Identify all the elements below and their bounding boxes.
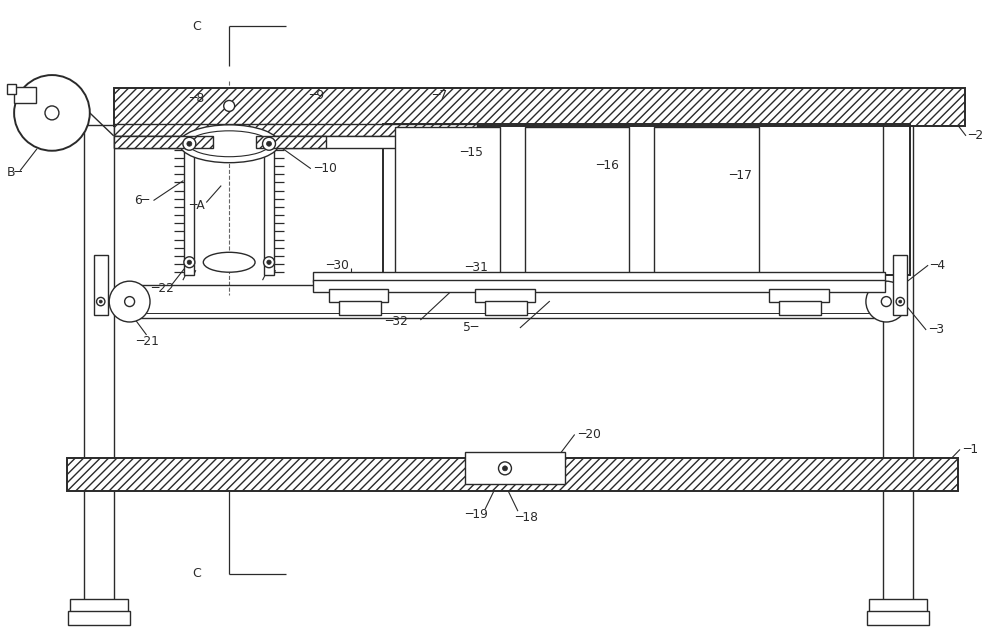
Circle shape bbox=[263, 138, 275, 150]
Circle shape bbox=[14, 75, 90, 151]
Text: ─7: ─7 bbox=[432, 90, 447, 102]
Circle shape bbox=[109, 281, 150, 322]
Bar bbox=[465, 452, 565, 484]
Bar bbox=[114, 124, 477, 136]
Text: C: C bbox=[192, 568, 201, 580]
Bar bbox=[264, 124, 274, 275]
Bar bbox=[67, 458, 958, 492]
Circle shape bbox=[899, 300, 902, 303]
Circle shape bbox=[499, 462, 511, 475]
Text: ─16: ─16 bbox=[597, 159, 619, 172]
Circle shape bbox=[97, 298, 105, 306]
Circle shape bbox=[184, 257, 195, 268]
Bar bbox=[893, 255, 907, 315]
Text: ─2: ─2 bbox=[968, 129, 983, 142]
Text: ─30: ─30 bbox=[326, 259, 349, 272]
Bar bbox=[114, 136, 213, 148]
Text: 6─: 6─ bbox=[134, 194, 150, 207]
Text: ─9: ─9 bbox=[309, 90, 324, 102]
Circle shape bbox=[881, 296, 891, 307]
Bar bbox=[7, 84, 16, 94]
Bar bbox=[883, 489, 913, 601]
Bar bbox=[114, 136, 477, 148]
Circle shape bbox=[125, 296, 135, 307]
Ellipse shape bbox=[179, 125, 279, 163]
Bar bbox=[475, 289, 535, 302]
Text: ─32: ─32 bbox=[385, 316, 408, 328]
Text: ─17: ─17 bbox=[729, 169, 752, 182]
Bar bbox=[68, 611, 130, 625]
Text: 5─: 5─ bbox=[463, 321, 478, 335]
Bar bbox=[383, 124, 910, 275]
Bar bbox=[883, 125, 913, 461]
Bar bbox=[339, 301, 381, 315]
Text: C: C bbox=[192, 20, 201, 33]
Circle shape bbox=[502, 466, 507, 471]
Circle shape bbox=[183, 138, 196, 150]
Circle shape bbox=[267, 141, 271, 147]
Bar bbox=[329, 289, 388, 302]
Bar bbox=[114, 88, 965, 126]
Text: B─: B─ bbox=[7, 166, 23, 179]
Bar bbox=[769, 289, 829, 302]
Bar bbox=[184, 124, 194, 275]
Ellipse shape bbox=[188, 131, 270, 157]
Ellipse shape bbox=[203, 252, 255, 272]
Text: ─10: ─10 bbox=[314, 162, 337, 175]
Circle shape bbox=[866, 281, 907, 322]
Circle shape bbox=[264, 257, 274, 268]
Bar bbox=[313, 280, 885, 292]
Bar bbox=[525, 127, 629, 274]
Bar bbox=[94, 255, 108, 315]
Text: ─20: ─20 bbox=[578, 428, 601, 441]
Text: ─31: ─31 bbox=[465, 260, 488, 274]
Text: ─4: ─4 bbox=[930, 259, 945, 272]
Text: ─8: ─8 bbox=[189, 92, 205, 106]
Text: ─A: ─A bbox=[189, 199, 205, 212]
Bar bbox=[84, 125, 114, 461]
Text: ─1: ─1 bbox=[963, 443, 978, 456]
Bar bbox=[654, 127, 759, 274]
Text: ─3: ─3 bbox=[929, 323, 944, 337]
Bar bbox=[256, 136, 326, 148]
Bar bbox=[313, 272, 885, 282]
Circle shape bbox=[99, 300, 102, 303]
Bar bbox=[14, 87, 36, 103]
Bar bbox=[485, 301, 527, 315]
Bar bbox=[867, 611, 929, 625]
Circle shape bbox=[267, 260, 271, 264]
Text: ─19: ─19 bbox=[465, 508, 488, 521]
Text: ─15: ─15 bbox=[460, 146, 483, 159]
Text: ─21: ─21 bbox=[137, 335, 159, 348]
Circle shape bbox=[187, 260, 192, 264]
Bar bbox=[395, 127, 500, 274]
Bar bbox=[70, 599, 128, 612]
Bar bbox=[84, 489, 114, 601]
Circle shape bbox=[224, 100, 235, 111]
Text: ─22: ─22 bbox=[152, 282, 174, 294]
Circle shape bbox=[45, 106, 59, 120]
Circle shape bbox=[187, 141, 192, 147]
Circle shape bbox=[896, 298, 904, 306]
Bar bbox=[779, 301, 821, 315]
Bar bbox=[869, 599, 927, 612]
Text: ─18: ─18 bbox=[515, 511, 538, 524]
